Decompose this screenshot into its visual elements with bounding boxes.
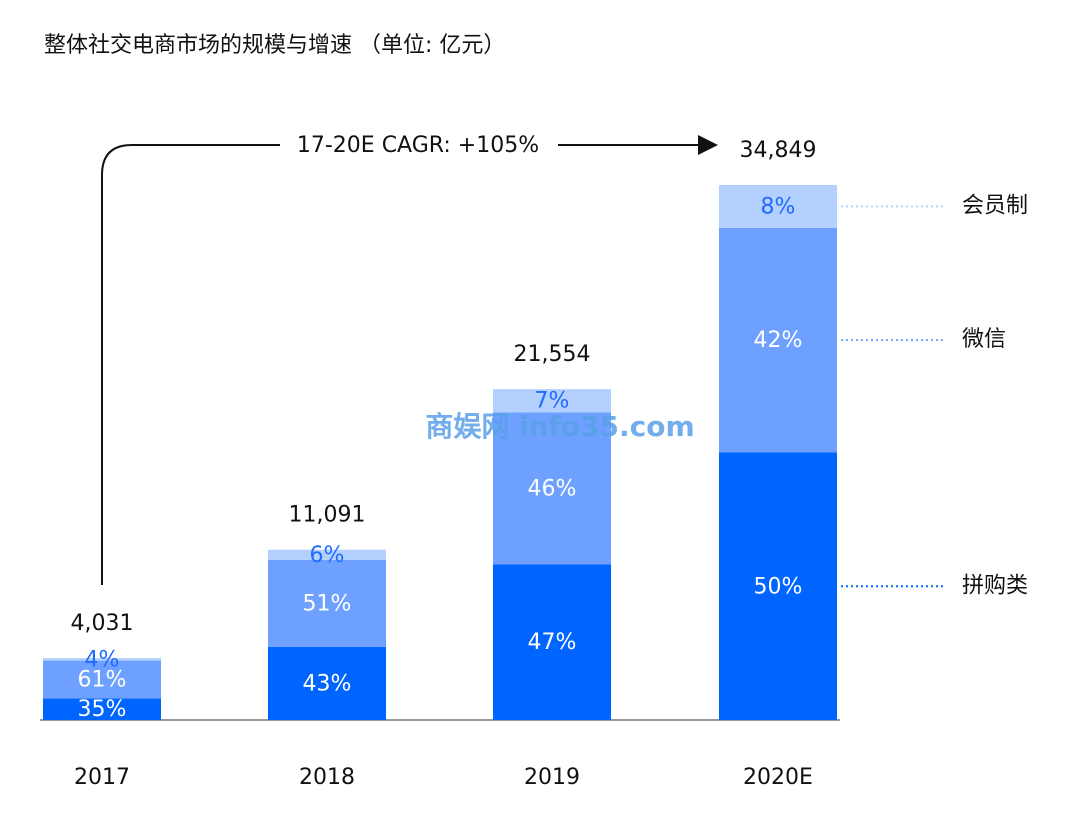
watermark: 商娱网 info35.com [425,410,694,443]
segment-label: 35% [78,697,127,722]
chart-title: 整体社交电商市场的规模与增速 （单位: 亿元） [44,33,505,58]
total-label: 21,554 [514,342,591,367]
segment-label: 51% [303,591,352,616]
segment-label: 8% [761,194,796,219]
segment-label: 47% [528,630,577,655]
bar-segment [493,412,611,565]
bar-segment [719,227,837,453]
bar-segment [268,549,386,560]
segment-label: 4% [85,647,120,672]
total-label: 34,849 [740,138,817,163]
bar-segment [43,698,161,720]
bar-segment [43,658,161,661]
bar-segment [268,646,386,720]
x-tick-label: 2017 [74,765,130,790]
annotation: 17-20E CAGR: +105% [297,133,539,158]
bar-segment [43,660,161,699]
cagr-arrow [101,144,280,585]
segment-label: 43% [303,671,352,696]
segment-label: 7% [535,389,570,414]
segment-label: 6% [310,543,345,568]
bar-segment [719,452,837,720]
total-label: 11,091 [289,503,366,528]
segment-label: 46% [528,476,577,501]
legend-label: 会员制 [962,193,1028,218]
segment-label: 61% [78,667,127,692]
legend-label: 拼购类 [962,573,1028,598]
x-tick-label: 2019 [524,765,580,790]
bar-segment [719,185,837,228]
total-label: 4,031 [71,611,134,636]
legend-label: 微信 [962,327,1006,352]
x-tick-label: 2020E [743,765,813,790]
segment-label: 42% [754,328,803,353]
segment-label: 50% [754,574,803,599]
bar-segment [268,559,386,647]
bar-segment [493,389,611,413]
x-tick-label: 2018 [299,765,355,790]
bar-segment [493,564,611,720]
